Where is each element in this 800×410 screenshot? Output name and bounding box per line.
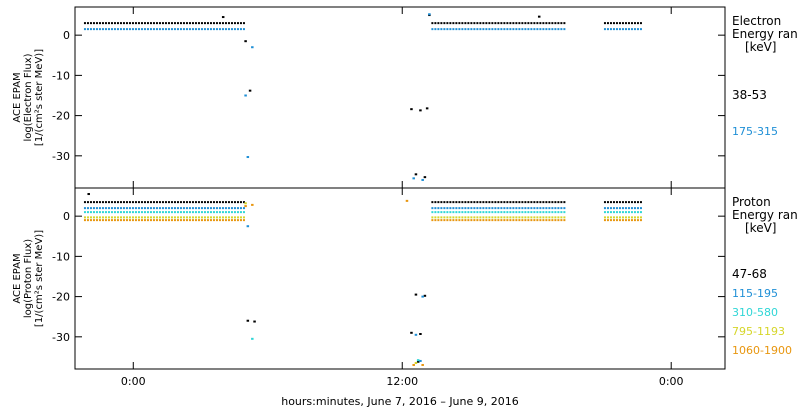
data-point [251, 337, 254, 340]
data-point [221, 16, 225, 19]
data-point [425, 107, 429, 110]
y-axis-label-line: [1/(cm²s ster MeV)] [34, 49, 45, 146]
y-tick-label: -10 [52, 250, 70, 263]
data-point [414, 293, 418, 296]
plot-frame [74, 6, 726, 189]
y-axis-label-line: ACE EPAM [12, 72, 23, 122]
data-point [419, 109, 422, 112]
data-point [253, 320, 256, 323]
data-point [414, 361, 418, 364]
data-point [87, 193, 90, 196]
data-point [421, 363, 424, 366]
data-point [416, 359, 420, 362]
data-point [246, 156, 250, 159]
data-point [412, 177, 415, 180]
data-point [246, 225, 250, 228]
plot-frame [74, 187, 726, 370]
y-axis-label-line: log(Electron Flux) [23, 53, 34, 141]
x-tick-label: 0:00 [121, 375, 146, 388]
y-axis-label: ACE EPAMlog(Proton Flux)[1/(cm²s ster Me… [12, 230, 45, 327]
data-point [423, 294, 427, 297]
x-tick-label: 12:00 [386, 375, 418, 388]
legend-title: Energy ran [732, 208, 798, 222]
y-axis-label-line: [1/(cm²s ster MeV)] [34, 230, 45, 327]
y-tick-label: 0 [63, 210, 70, 223]
y-tick-label: -10 [52, 69, 70, 82]
y-tick-label: 0 [63, 29, 70, 42]
y-tick-label: -20 [52, 291, 70, 304]
data-point [416, 360, 420, 363]
data-point [244, 202, 247, 205]
legend-entry: 175-315 [732, 125, 778, 138]
data-point [405, 199, 409, 202]
data-point [421, 178, 424, 181]
data-point [419, 333, 422, 336]
data-point [423, 176, 427, 179]
legend-entry: 310-580 [732, 306, 778, 319]
x-tick-label: 0:00 [659, 375, 684, 388]
data-point [410, 108, 413, 111]
data-point [244, 94, 247, 97]
data-point [537, 15, 541, 18]
legend-title: Electron [732, 14, 781, 28]
y-axis-label-line: ACE EPAM [12, 253, 23, 303]
electron-flux-panel: 0 -10 -20 -30 ACE EPAMlog(Electron Flux)[1/(… [12, 6, 798, 189]
data-point [412, 363, 415, 366]
y-tick-label: -20 [52, 110, 70, 123]
data-point [419, 359, 422, 362]
data-point [414, 173, 418, 176]
legend-entry: 115-195 [732, 287, 778, 300]
data-point [248, 89, 252, 92]
data-point [244, 205, 247, 208]
legend-entry: 47-68 [732, 267, 767, 281]
legend-title: Proton [732, 195, 771, 209]
y-axis-label-line: log(Proton Flux) [23, 239, 34, 318]
y-tick-label: -30 [52, 150, 70, 163]
data-point [244, 40, 247, 43]
legend-entry: 38-53 [732, 88, 767, 102]
proton-flux-panel: 0 -10 -20 -30 ACE EPAMlog(Proton Flux)[1/(cm… [12, 187, 798, 370]
x-axis-label: hours:minutes, June 7, 2016 – June 9, 20… [281, 395, 519, 408]
y-tick-label: -30 [52, 331, 70, 344]
legend-entry: 795-1193 [732, 325, 785, 338]
data-point [246, 319, 250, 322]
legend-title: Energy ran [732, 27, 798, 41]
y-axis-label: ACE EPAMlog(Electron Flux)[1/(cm²s ster … [12, 49, 45, 146]
data-point [428, 13, 431, 16]
legend-title: [keV] [745, 40, 776, 54]
data-point [421, 295, 424, 298]
legend-entry: 1060-1900 [732, 344, 792, 357]
data-point [410, 331, 413, 334]
data-point [251, 46, 254, 49]
legend-title: [keV] [745, 221, 776, 235]
data-point [414, 333, 418, 336]
data-point [251, 203, 254, 206]
